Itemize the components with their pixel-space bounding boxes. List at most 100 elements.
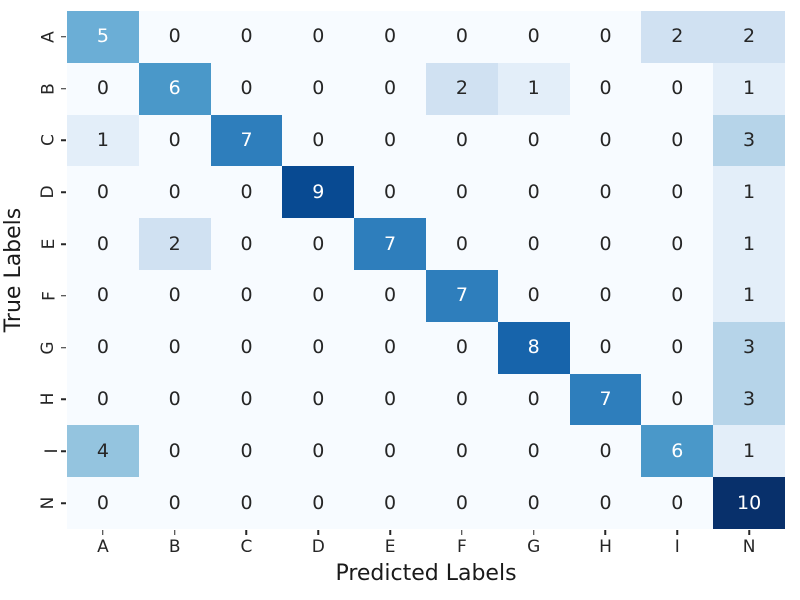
heatmap-cell: 2 bbox=[713, 11, 785, 63]
tick-mark bbox=[61, 191, 66, 194]
heatmap-cell: 0 bbox=[497, 218, 570, 270]
x-axis-tick: D bbox=[282, 529, 354, 561]
cell-value: 0 bbox=[168, 180, 181, 203]
heatmap-cell: 0 bbox=[67, 321, 139, 374]
heatmap-cell: 0 bbox=[641, 166, 714, 219]
heatmap-cell: 2 bbox=[426, 62, 498, 115]
cell-value: 0 bbox=[671, 387, 684, 410]
heatmap-cell: 1 bbox=[67, 114, 139, 167]
heatmap-cell: 0 bbox=[282, 477, 355, 529]
cell-value: 0 bbox=[671, 284, 684, 307]
heatmap-cell: 0 bbox=[282, 269, 355, 322]
cell-value: 10 bbox=[737, 491, 762, 514]
cell-value: 0 bbox=[384, 439, 397, 462]
heatmap-cell: 0 bbox=[497, 425, 570, 478]
heatmap-cell: 0 bbox=[354, 477, 426, 529]
heatmap-cell: 7 bbox=[426, 269, 498, 322]
cell-value: 1 bbox=[743, 439, 756, 462]
cell-value: 0 bbox=[527, 284, 540, 307]
cell-value: 0 bbox=[455, 439, 468, 462]
cell-value: 0 bbox=[527, 491, 540, 514]
cell-value: 0 bbox=[599, 128, 612, 151]
heatmap-cell: 0 bbox=[138, 269, 211, 322]
heatmap-cell: 5 bbox=[67, 11, 139, 63]
cell-value: 2 bbox=[455, 77, 468, 100]
heatmap-cell: 0 bbox=[641, 321, 714, 374]
cell-value: 0 bbox=[96, 77, 109, 100]
heatmap-cell: 0 bbox=[210, 166, 283, 219]
heatmap-cell: 0 bbox=[497, 373, 570, 426]
x-axis-tick: A bbox=[67, 529, 139, 561]
cell-value: 0 bbox=[599, 77, 612, 100]
y-tick-label: C bbox=[38, 134, 59, 147]
heatmap-cell: 2 bbox=[138, 218, 211, 270]
heatmap-cell: 0 bbox=[282, 321, 355, 374]
tick-mark bbox=[461, 530, 463, 535]
cell-value: 0 bbox=[240, 491, 253, 514]
heatmap-cell: 7 bbox=[569, 373, 642, 426]
cell-value: 0 bbox=[312, 439, 325, 462]
cell-value: 0 bbox=[599, 25, 612, 48]
tick-mark bbox=[317, 530, 320, 535]
cell-value: 0 bbox=[599, 232, 612, 255]
y-axis-tick: B bbox=[0, 63, 67, 115]
heatmap-cell: 0 bbox=[210, 373, 283, 426]
heatmap-cell: 0 bbox=[641, 373, 714, 426]
heatmap-cell: 0 bbox=[426, 218, 498, 270]
tick-mark bbox=[61, 346, 66, 349]
y-axis-tick: F bbox=[0, 270, 67, 322]
heatmap-cell: 0 bbox=[569, 11, 642, 63]
heatmap-cell: 0 bbox=[426, 425, 498, 478]
heatmap-cell: 0 bbox=[569, 218, 642, 270]
x-tick-label: D bbox=[311, 537, 325, 557]
heatmap-cell: 0 bbox=[354, 62, 426, 115]
cell-value: 0 bbox=[384, 25, 397, 48]
y-tick-label: E bbox=[39, 238, 60, 250]
heatmap-cell: 3 bbox=[713, 373, 785, 426]
cell-value: 0 bbox=[671, 336, 684, 359]
tick-mark bbox=[532, 530, 535, 535]
heatmap-cell: 2 bbox=[641, 11, 714, 63]
x-axis-tick: G bbox=[498, 529, 570, 561]
heatmap-cell: 0 bbox=[569, 477, 642, 529]
cell-value: 0 bbox=[168, 128, 181, 151]
heatmap-cell: 0 bbox=[354, 269, 426, 322]
heatmap-cell: 1 bbox=[713, 425, 785, 478]
cell-value: 3 bbox=[743, 128, 756, 151]
cell-value: 7 bbox=[384, 232, 397, 255]
heatmap-cell: 0 bbox=[354, 166, 426, 219]
cell-value: 6 bbox=[168, 77, 181, 100]
x-tick-label: H bbox=[599, 537, 612, 557]
x-axis-tick: E bbox=[354, 529, 426, 561]
heatmap-cell: 6 bbox=[641, 425, 714, 478]
cell-value: 1 bbox=[743, 180, 756, 203]
cell-value: 0 bbox=[96, 232, 109, 255]
cell-value: 0 bbox=[96, 336, 109, 359]
cell-value: 2 bbox=[168, 232, 181, 255]
heatmap-cell: 0 bbox=[497, 269, 570, 322]
cell-value: 0 bbox=[455, 336, 468, 359]
heatmap-cell: 0 bbox=[426, 477, 498, 529]
heatmap-cell: 1 bbox=[713, 62, 785, 115]
cell-value: 0 bbox=[455, 128, 468, 151]
y-tick-label: B bbox=[38, 82, 59, 95]
cell-value: 0 bbox=[671, 491, 684, 514]
heatmap-cell: 0 bbox=[210, 477, 283, 529]
y-tick-label: D bbox=[37, 185, 58, 199]
cell-value: 0 bbox=[312, 25, 325, 48]
heatmap-cell: 0 bbox=[426, 114, 498, 167]
tick-mark bbox=[61, 502, 66, 504]
cell-value: 0 bbox=[455, 387, 468, 410]
heatmap-cell: 0 bbox=[426, 321, 498, 374]
x-tick-label: N bbox=[742, 537, 756, 557]
y-tick-label: F bbox=[39, 290, 60, 301]
heatmap-cell: 0 bbox=[641, 62, 714, 115]
heatmap-cell: 0 bbox=[426, 373, 498, 426]
y-axis-tick: G bbox=[0, 322, 67, 374]
cell-value: 0 bbox=[96, 491, 109, 514]
x-tick-label: C bbox=[240, 537, 253, 557]
y-tick-label: G bbox=[37, 341, 58, 355]
y-tick-label: H bbox=[38, 393, 59, 406]
